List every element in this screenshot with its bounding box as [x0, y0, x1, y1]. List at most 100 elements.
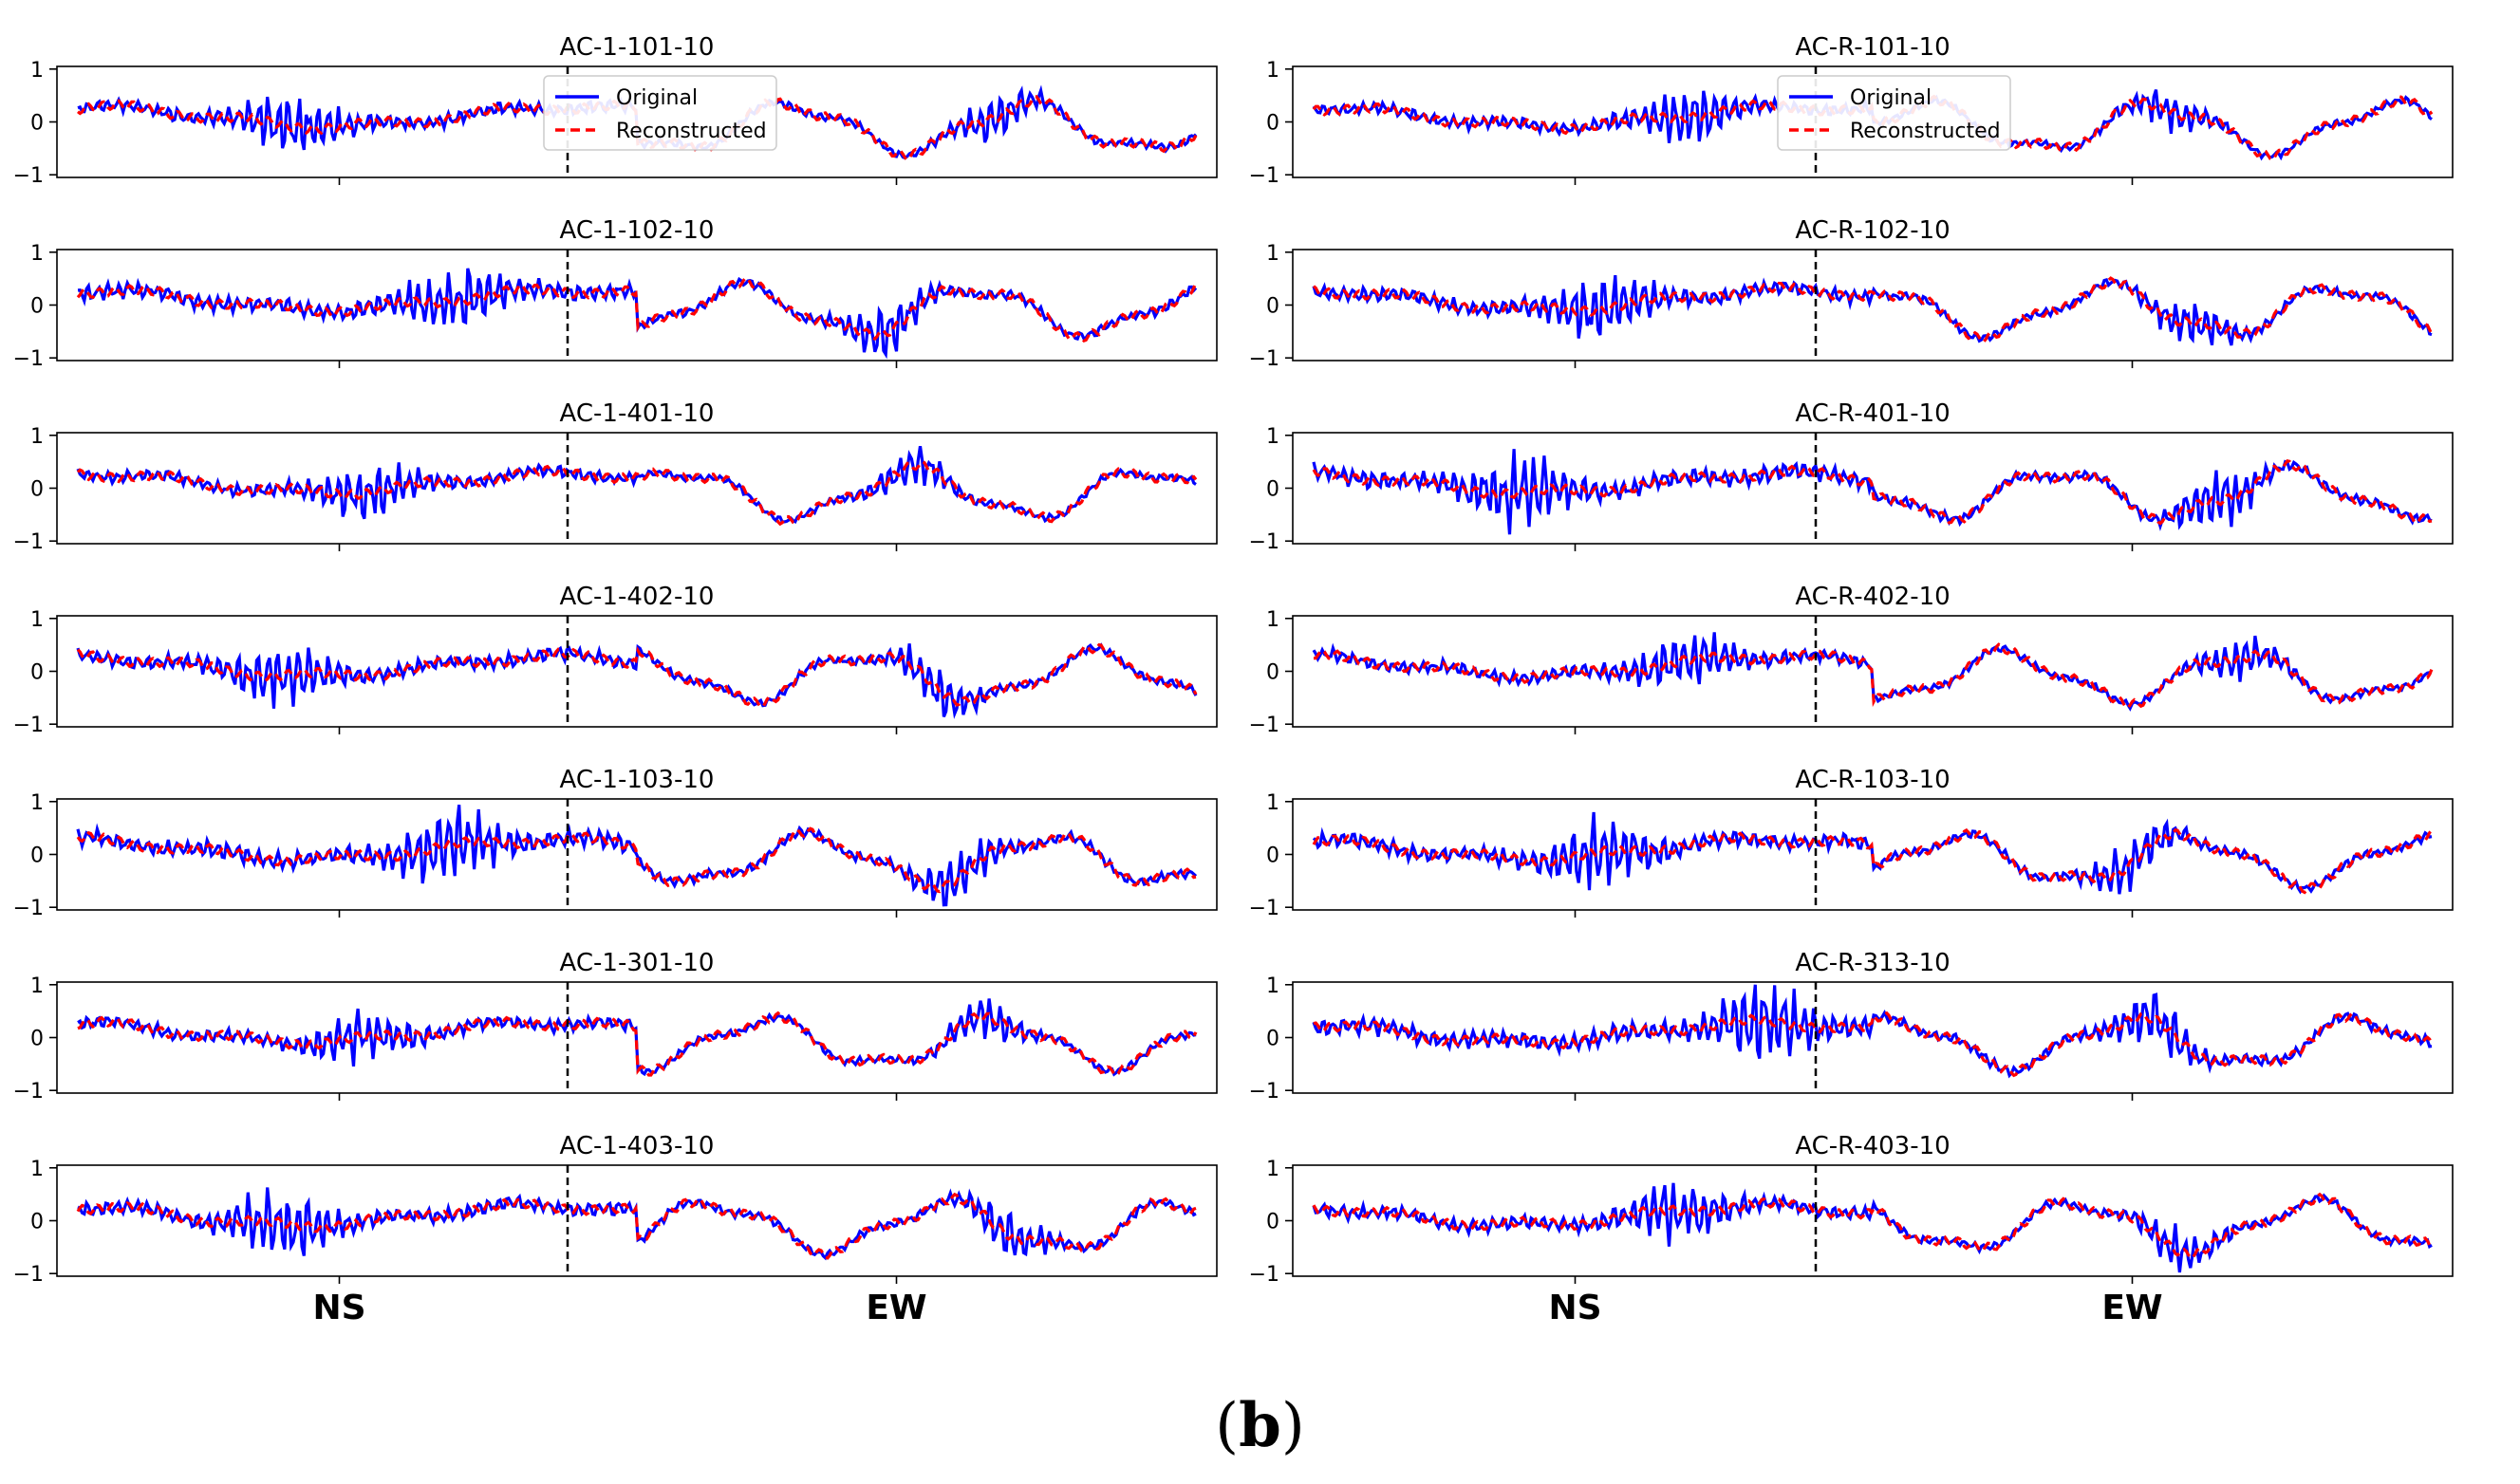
y-tick-label: 1	[1266, 791, 1279, 815]
y-tick-label: −1	[13, 897, 44, 920]
series-original-line	[76, 445, 1197, 525]
y-tick-label: 1	[1266, 608, 1279, 632]
y-tick-label: 1	[30, 974, 44, 998]
panel-AC-R-401-10: AC-R-401-10 1 0 −1	[1249, 399, 2454, 554]
axes-frame	[1292, 1164, 2454, 1277]
panel-AC-1-102-10: AC-1-102-10 1 0 −1	[13, 216, 1218, 371]
panel-title: AC-1-402-10	[560, 583, 715, 611]
y-tick-label: 0	[30, 112, 44, 136]
y-tick-label: −1	[13, 530, 44, 554]
y-tick-label: 0	[1266, 478, 1279, 502]
panel-AC-1-301-10: AC-1-301-10 1 0 −1	[13, 949, 1218, 1104]
series-reconstructed-line	[76, 826, 1197, 894]
y-tick-label: −1	[13, 714, 44, 737]
series-reconstructed-line	[1312, 276, 2434, 344]
x-group-label-ns: NS	[1548, 1289, 1601, 1327]
y-tick-label: −1	[1249, 164, 1279, 188]
y-tick-label: 1	[30, 791, 44, 815]
panel-title: AC-1-102-10	[560, 216, 715, 245]
panel-title: AC-1-401-10	[560, 399, 715, 428]
panel-AC-R-313-10: AC-R-313-10 1 0 −1	[1249, 949, 2454, 1104]
legend-box	[1777, 75, 2011, 151]
legend-label-original: Original	[1850, 86, 1932, 110]
panel-title: AC-R-401-10	[1795, 399, 1950, 428]
y-tick-label: 0	[1266, 661, 1279, 685]
y-tick-label: 1	[1266, 242, 1279, 266]
panel-title: AC-R-102-10	[1795, 216, 1950, 245]
panel-title: AC-1-403-10	[560, 1132, 715, 1160]
legend-label-original: Original	[616, 86, 698, 110]
panel-title: AC-R-103-10	[1795, 766, 1950, 794]
panel-AC-R-101-10: AC-R-101-10 1 0 −1 Original Reconstructed	[1249, 33, 2454, 188]
series-reconstructed-line	[1312, 1192, 2434, 1260]
y-tick-label: −1	[13, 347, 44, 371]
series-original-line	[1312, 449, 2433, 535]
panel-AC-1-401-10: AC-1-401-10 1 0 −1	[13, 399, 1218, 554]
y-tick-label: 0	[30, 1211, 44, 1234]
y-tick-label: 0	[30, 844, 44, 868]
legend: Original Reconstructed	[1777, 75, 2011, 151]
legend: Original Reconstructed	[543, 75, 777, 151]
series-reconstructed-line	[1312, 828, 2434, 895]
y-tick-label: −1	[1249, 897, 1279, 920]
y-tick-label: 1	[1266, 425, 1279, 449]
y-tick-label: 0	[1266, 1211, 1279, 1234]
series-reconstructed-line	[76, 1192, 1197, 1260]
series-original-line	[76, 805, 1198, 907]
y-tick-label: 1	[30, 608, 44, 632]
x-group-label-ns: NS	[312, 1289, 365, 1327]
panel-AC-R-102-10: AC-R-102-10 1 0 −1	[1249, 216, 2454, 371]
panel-AC-1-402-10: AC-1-402-10 1 0 −1	[13, 583, 1218, 737]
series-original-line	[1312, 984, 2433, 1079]
panel-title: AC-R-403-10	[1795, 1132, 1950, 1160]
y-tick-label: 0	[1266, 295, 1279, 319]
x-group-label-ew: EW	[866, 1289, 926, 1327]
legend-label-reconstructed: Reconstructed	[616, 120, 767, 143]
panel-title: AC-R-101-10	[1795, 33, 1950, 62]
y-tick-label: 0	[1266, 112, 1279, 136]
series-reconstructed-line	[1314, 642, 2434, 710]
panel-AC-1-101-10: AC-1-101-10 1 0 −1 Original Reconstructed	[13, 33, 1218, 188]
y-tick-label: −1	[1249, 530, 1279, 554]
series-original-line	[1312, 274, 2433, 346]
series-original-line	[1312, 811, 2433, 895]
y-tick-label: 0	[30, 295, 44, 319]
legend-label-reconstructed: Reconstructed	[1850, 120, 2001, 143]
figure-caption: (b)	[1215, 1390, 1305, 1461]
panel-title: AC-1-103-10	[560, 766, 715, 794]
panel-title: AC-1-101-10	[560, 33, 715, 62]
y-tick-label: 1	[1266, 1158, 1279, 1181]
y-tick-label: 0	[1266, 1028, 1279, 1051]
y-tick-label: 1	[1266, 974, 1279, 998]
legend-box	[543, 75, 777, 151]
y-tick-label: −1	[13, 164, 44, 188]
y-tick-label: −1	[1249, 347, 1279, 371]
panel-title: AC-R-313-10	[1795, 949, 1950, 977]
panel-AC-R-402-10: AC-R-402-10 1 0 −1	[1249, 583, 2454, 737]
caption-label: b	[1239, 1390, 1281, 1461]
y-tick-label: 0	[30, 478, 44, 502]
x-group-label-ew: EW	[2101, 1289, 2162, 1327]
y-tick-label: −1	[1249, 1080, 1279, 1104]
y-tick-label: 1	[30, 1158, 44, 1181]
y-tick-label: 0	[1266, 844, 1279, 868]
y-tick-label: 1	[30, 242, 44, 266]
panel-AC-1-403-10: AC-1-403-10 1 0 −1 NS EW	[13, 1132, 1218, 1327]
panel-AC-R-403-10: AC-R-403-10 1 0 −1 NS EW	[1249, 1132, 2454, 1327]
y-tick-label: −1	[13, 1080, 44, 1104]
series-reconstructed-line	[76, 276, 1198, 343]
y-tick-label: −1	[13, 1263, 44, 1287]
y-tick-label: 1	[30, 425, 44, 449]
series-reconstructed-line	[1313, 1011, 2434, 1078]
panel-title: AC-R-402-10	[1795, 583, 1950, 611]
y-tick-label: 0	[30, 1028, 44, 1051]
panel-AC-R-103-10: AC-R-103-10 1 0 −1	[1249, 766, 2454, 920]
series-reconstructed-line	[76, 459, 1198, 527]
panel-title: AC-1-301-10	[560, 949, 715, 977]
y-tick-label: 1	[1266, 59, 1279, 83]
y-tick-label: −1	[1249, 1263, 1279, 1287]
y-tick-label: −1	[1249, 714, 1279, 737]
y-tick-label: 1	[30, 59, 44, 83]
panel-AC-1-103-10: AC-1-103-10 1 0 −1	[13, 766, 1218, 920]
